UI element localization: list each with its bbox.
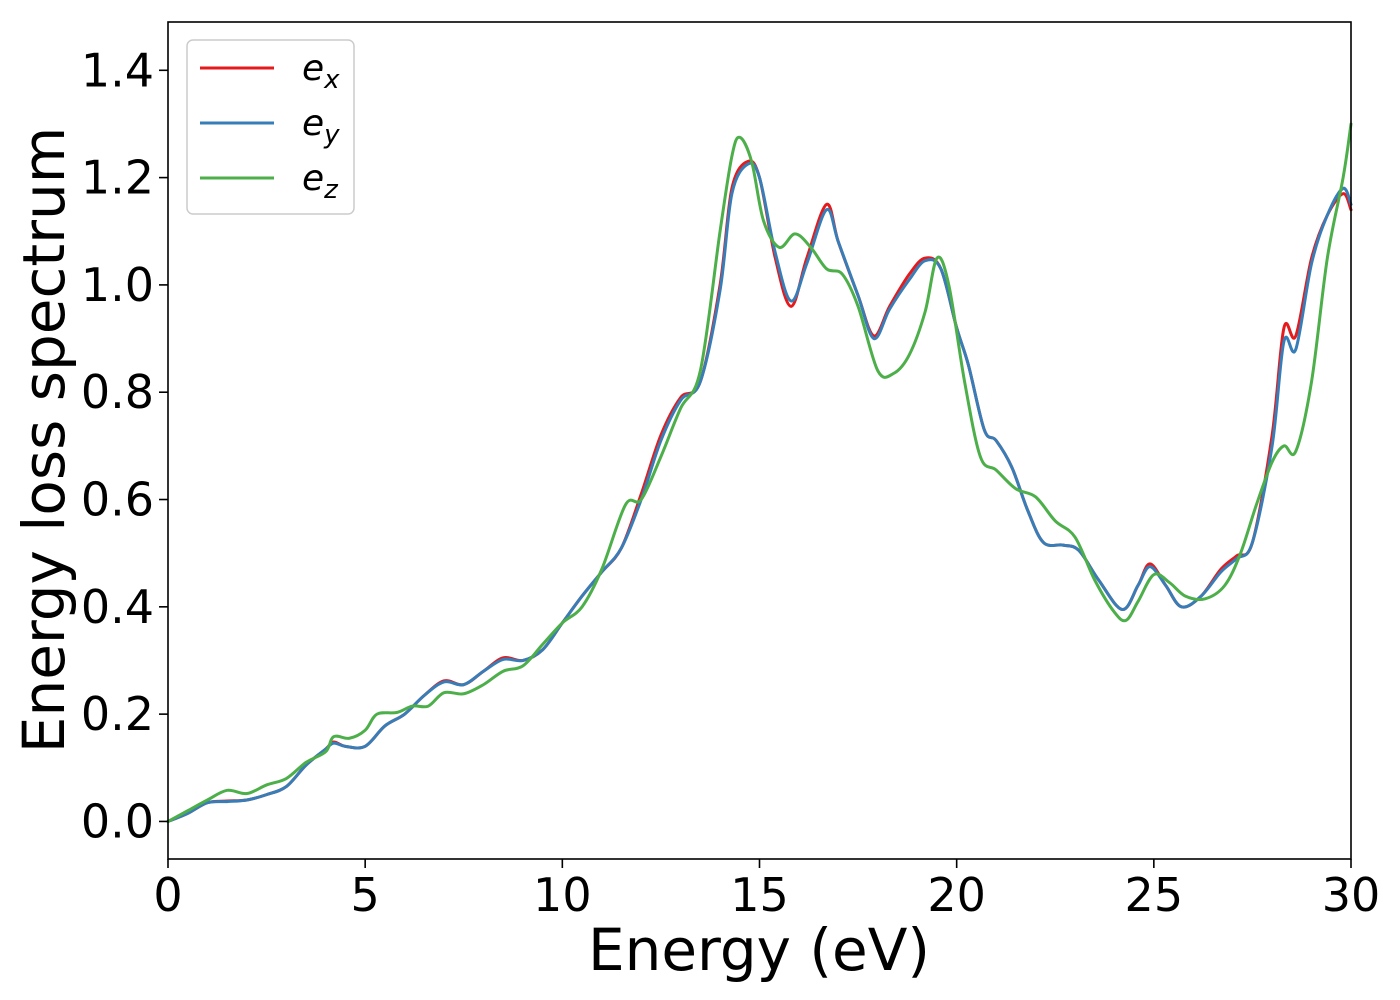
x-axis-title: Energy (eV) bbox=[588, 916, 930, 984]
legend: ex ey ez bbox=[186, 39, 355, 215]
legend-label-x: ex bbox=[302, 48, 340, 95]
y-tick-label: 0.8 bbox=[81, 365, 154, 419]
legend-label-z: ez bbox=[302, 158, 339, 205]
x-axis: 0 5 10 15 20 25 30 bbox=[153, 859, 1380, 922]
y-tick-label: 0.4 bbox=[81, 580, 154, 634]
series-line-z bbox=[166, 122, 1353, 823]
y-axis-title: Energy loss spectrum bbox=[10, 127, 78, 753]
x-tick-label: 15 bbox=[730, 868, 789, 922]
x-tick-label: 10 bbox=[533, 868, 592, 922]
y-tick-label: 1.2 bbox=[81, 151, 154, 205]
y-tick-label: 1.0 bbox=[81, 258, 154, 312]
series-line-y bbox=[166, 161, 1353, 823]
legend-label-y: ey bbox=[302, 103, 340, 150]
y-tick-label: 0.0 bbox=[81, 794, 154, 848]
x-tick-label: 0 bbox=[153, 868, 182, 922]
y-axis: 0.0 0.2 0.4 0.6 0.8 1.0 1.2 1.4 bbox=[81, 43, 168, 848]
x-tick-label: 20 bbox=[927, 868, 986, 922]
x-tick-label: 30 bbox=[1322, 868, 1381, 922]
y-tick-label: 0.2 bbox=[81, 687, 154, 741]
y-tick-label: 1.4 bbox=[81, 43, 154, 97]
series-layer bbox=[166, 122, 1353, 823]
x-tick-label: 5 bbox=[351, 868, 380, 922]
y-tick-label: 0.6 bbox=[81, 473, 154, 527]
x-tick-label: 25 bbox=[1125, 868, 1184, 922]
legend-frame bbox=[186, 39, 355, 215]
